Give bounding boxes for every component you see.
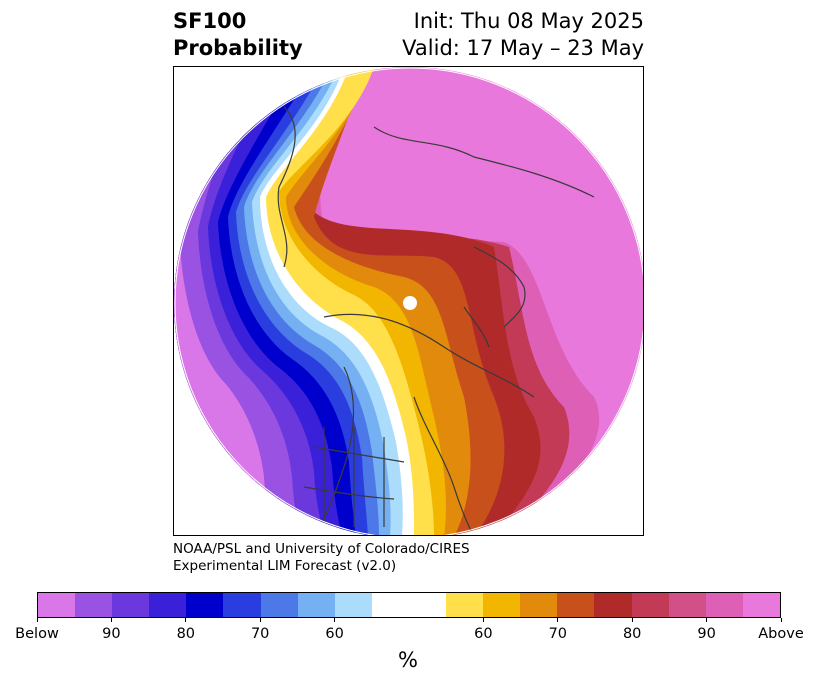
- map-title-right: Init: Thu 08 May 2025 Valid: 17 May – 23…: [402, 8, 644, 62]
- colorbar-tick-mark: [557, 618, 559, 622]
- colorbar-segment: [742, 593, 780, 617]
- valid-range: Valid: 17 May – 23 May: [402, 36, 644, 60]
- colorbar-tick-mark: [259, 618, 261, 622]
- colorbar-segment: [520, 593, 558, 617]
- colorbar-tick-mark: [780, 618, 782, 622]
- colorbar-segment: [705, 593, 743, 617]
- credit-line-1: NOAA/PSL and University of Colorado/CIRE…: [173, 541, 470, 557]
- colorbar-segment: [446, 593, 484, 617]
- probability-field: [174, 67, 643, 535]
- colorbar-segment: [557, 593, 595, 617]
- colorbar-segment: [112, 593, 150, 617]
- colorbar-tick-mark: [185, 618, 187, 622]
- forecast-map: [173, 66, 644, 536]
- colorbar-segment: [631, 593, 669, 617]
- variable-name: SF100: [173, 9, 247, 33]
- colorbar-segment: [594, 593, 632, 617]
- map-title-left: SF100 Probability: [173, 8, 303, 62]
- colorbar-tick-label: 80: [622, 626, 642, 642]
- colorbar-tick-label: 60: [325, 626, 344, 642]
- coastlines: [277, 106, 595, 535]
- colorbar-segment: [260, 593, 298, 617]
- colorbar-segment: [371, 593, 409, 617]
- colorbar-tick-label: Below: [15, 626, 59, 642]
- colorbar-tick-label: 90: [697, 626, 716, 642]
- colorbar-segment: [334, 593, 372, 617]
- colorbar-tick-label: 90: [102, 626, 121, 642]
- colorbar-segment: [223, 593, 261, 617]
- colorbar-segment: [38, 593, 76, 617]
- colorbar-segment: [149, 593, 187, 617]
- colorbar-tick-mark: [110, 618, 112, 622]
- variable-type: Probability: [173, 36, 303, 60]
- credit-text: NOAA/PSL and University of Colorado/CIRE…: [173, 541, 470, 575]
- colorbar-tick-label: 80: [176, 626, 196, 642]
- probability-colorbar: [37, 592, 781, 618]
- colorbar-unit: %: [398, 648, 418, 672]
- colorbar-segment: [483, 593, 521, 617]
- north-pole-marker: [403, 296, 417, 310]
- colorbar-tick-label: 60: [474, 626, 493, 642]
- colorbar-tick-label: 70: [548, 626, 568, 642]
- colorbar-tick-label: Above: [758, 626, 804, 642]
- credit-line-2: Experimental LIM Forecast (v2.0): [173, 558, 397, 574]
- colorbar-segment: [408, 593, 447, 617]
- colorbar-tick-label: 70: [250, 626, 270, 642]
- colorbar-segment: [75, 593, 113, 617]
- colorbar-tick-mark: [482, 618, 484, 622]
- colorbar-tick-mark: [334, 618, 336, 622]
- probability-map-svg: [174, 67, 643, 535]
- colorbar-tick-mark: [36, 618, 38, 622]
- colorbar-tick-mark: [631, 618, 633, 622]
- colorbar-segment: [668, 593, 706, 617]
- colorbar-tick-mark: [706, 618, 708, 622]
- colorbar-segment: [186, 593, 224, 617]
- colorbar-segment: [297, 593, 335, 617]
- init-date: Init: Thu 08 May 2025: [413, 9, 644, 33]
